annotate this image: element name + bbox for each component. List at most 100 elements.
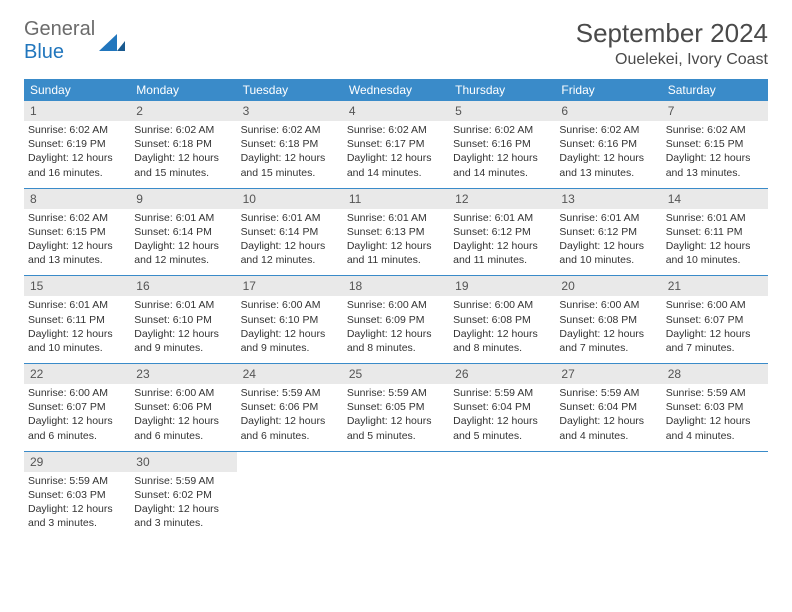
day-cell: 18Sunrise: 6:00 AMSunset: 6:09 PMDayligh… <box>343 276 449 363</box>
day-info: Sunrise: 6:02 AMSunset: 6:17 PMDaylight:… <box>343 123 449 180</box>
day-number: 5 <box>449 101 555 121</box>
sunset-line: Sunset: 6:12 PM <box>453 225 551 239</box>
day-number: 13 <box>555 189 661 209</box>
daylight-line: Daylight: 12 hours and 5 minutes. <box>453 414 551 442</box>
sunset-line: Sunset: 6:07 PM <box>666 313 764 327</box>
day-info: Sunrise: 5:59 AMSunset: 6:04 PMDaylight:… <box>449 386 555 443</box>
daylight-line: Daylight: 12 hours and 7 minutes. <box>559 327 657 355</box>
day-number: 11 <box>343 189 449 209</box>
day-number: 27 <box>555 364 661 384</box>
day-info: Sunrise: 6:02 AMSunset: 6:15 PMDaylight:… <box>662 123 768 180</box>
day-number: 19 <box>449 276 555 296</box>
sunset-line: Sunset: 6:10 PM <box>134 313 232 327</box>
day-number: 3 <box>237 101 343 121</box>
day-info: Sunrise: 6:01 AMSunset: 6:12 PMDaylight:… <box>449 211 555 268</box>
day-cell: 10Sunrise: 6:01 AMSunset: 6:14 PMDayligh… <box>237 189 343 276</box>
sunset-line: Sunset: 6:16 PM <box>453 137 551 151</box>
sunrise-line: Sunrise: 6:00 AM <box>559 298 657 312</box>
sunrise-line: Sunrise: 6:01 AM <box>666 211 764 225</box>
day-cell: 24Sunrise: 5:59 AMSunset: 6:06 PMDayligh… <box>237 364 343 451</box>
day-number: 12 <box>449 189 555 209</box>
day-cell: 17Sunrise: 6:00 AMSunset: 6:10 PMDayligh… <box>237 276 343 363</box>
sunrise-line: Sunrise: 6:00 AM <box>134 386 232 400</box>
daylight-line: Daylight: 12 hours and 13 minutes. <box>559 151 657 179</box>
day-number: 24 <box>237 364 343 384</box>
col-header: Thursday <box>449 79 555 101</box>
sunrise-line: Sunrise: 6:01 AM <box>134 298 232 312</box>
day-info: Sunrise: 6:01 AMSunset: 6:13 PMDaylight:… <box>343 211 449 268</box>
day-info: Sunrise: 5:59 AMSunset: 6:02 PMDaylight:… <box>130 474 236 531</box>
day-cell: 20Sunrise: 6:00 AMSunset: 6:08 PMDayligh… <box>555 276 661 363</box>
day-cell: 1Sunrise: 6:02 AMSunset: 6:19 PMDaylight… <box>24 101 130 188</box>
day-number: 16 <box>130 276 236 296</box>
day-cell: 9Sunrise: 6:01 AMSunset: 6:14 PMDaylight… <box>130 189 236 276</box>
sunrise-line: Sunrise: 5:59 AM <box>453 386 551 400</box>
day-info: Sunrise: 5:59 AMSunset: 6:03 PMDaylight:… <box>24 474 130 531</box>
daylight-line: Daylight: 12 hours and 16 minutes. <box>28 151 126 179</box>
day-info: Sunrise: 6:01 AMSunset: 6:11 PMDaylight:… <box>24 298 130 355</box>
day-info: Sunrise: 6:01 AMSunset: 6:12 PMDaylight:… <box>555 211 661 268</box>
day-cell: 26Sunrise: 5:59 AMSunset: 6:04 PMDayligh… <box>449 364 555 451</box>
daylight-line: Daylight: 12 hours and 10 minutes. <box>666 239 764 267</box>
daylight-line: Daylight: 12 hours and 6 minutes. <box>28 414 126 442</box>
sunset-line: Sunset: 6:15 PM <box>666 137 764 151</box>
sunrise-line: Sunrise: 6:01 AM <box>134 211 232 225</box>
day-cell: 29Sunrise: 5:59 AMSunset: 6:03 PMDayligh… <box>24 452 130 539</box>
logo: General Blue <box>24 18 125 64</box>
day-number: 17 <box>237 276 343 296</box>
daylight-line: Daylight: 12 hours and 10 minutes. <box>28 327 126 355</box>
day-info: Sunrise: 6:02 AMSunset: 6:16 PMDaylight:… <box>449 123 555 180</box>
day-info: Sunrise: 6:01 AMSunset: 6:10 PMDaylight:… <box>130 298 236 355</box>
location: Ouelekei, Ivory Coast <box>576 51 768 69</box>
sunset-line: Sunset: 6:04 PM <box>453 400 551 414</box>
daylight-line: Daylight: 12 hours and 8 minutes. <box>347 327 445 355</box>
day-cell: 14Sunrise: 6:01 AMSunset: 6:11 PMDayligh… <box>662 189 768 276</box>
day-cell: 13Sunrise: 6:01 AMSunset: 6:12 PMDayligh… <box>555 189 661 276</box>
daylight-line: Daylight: 12 hours and 12 minutes. <box>134 239 232 267</box>
day-number: 7 <box>662 101 768 121</box>
day-cell: 21Sunrise: 6:00 AMSunset: 6:07 PMDayligh… <box>662 276 768 363</box>
day-number: 30 <box>130 452 236 472</box>
sunrise-line: Sunrise: 6:01 AM <box>559 211 657 225</box>
sunset-line: Sunset: 6:06 PM <box>134 400 232 414</box>
day-number: 1 <box>24 101 130 121</box>
sunrise-line: Sunrise: 6:00 AM <box>347 298 445 312</box>
sunrise-line: Sunrise: 6:01 AM <box>28 298 126 312</box>
sunrise-line: Sunrise: 5:59 AM <box>666 386 764 400</box>
day-number: 14 <box>662 189 768 209</box>
daylight-line: Daylight: 12 hours and 9 minutes. <box>241 327 339 355</box>
sunrise-line: Sunrise: 6:02 AM <box>28 123 126 137</box>
day-cell: 16Sunrise: 6:01 AMSunset: 6:10 PMDayligh… <box>130 276 236 363</box>
sunset-line: Sunset: 6:08 PM <box>453 313 551 327</box>
daylight-line: Daylight: 12 hours and 4 minutes. <box>666 414 764 442</box>
day-number: 23 <box>130 364 236 384</box>
sunrise-line: Sunrise: 6:02 AM <box>241 123 339 137</box>
logo-word1: General <box>24 18 95 40</box>
day-number: 28 <box>662 364 768 384</box>
day-cell: 27Sunrise: 5:59 AMSunset: 6:04 PMDayligh… <box>555 364 661 451</box>
col-header: Tuesday <box>237 79 343 101</box>
day-number: 22 <box>24 364 130 384</box>
sunset-line: Sunset: 6:15 PM <box>28 225 126 239</box>
day-info: Sunrise: 6:02 AMSunset: 6:18 PMDaylight:… <box>237 123 343 180</box>
sunrise-line: Sunrise: 6:01 AM <box>241 211 339 225</box>
sunrise-line: Sunrise: 5:59 AM <box>241 386 339 400</box>
sunset-line: Sunset: 6:14 PM <box>134 225 232 239</box>
daylight-line: Daylight: 12 hours and 14 minutes. <box>453 151 551 179</box>
day-cell: 8Sunrise: 6:02 AMSunset: 6:15 PMDaylight… <box>24 189 130 276</box>
sunset-line: Sunset: 6:03 PM <box>666 400 764 414</box>
daylight-line: Daylight: 12 hours and 7 minutes. <box>666 327 764 355</box>
logo-triangle-icon <box>99 31 125 51</box>
day-number: 25 <box>343 364 449 384</box>
daylight-line: Daylight: 12 hours and 11 minutes. <box>347 239 445 267</box>
sunset-line: Sunset: 6:05 PM <box>347 400 445 414</box>
day-number: 15 <box>24 276 130 296</box>
day-cell: 19Sunrise: 6:00 AMSunset: 6:08 PMDayligh… <box>449 276 555 363</box>
sunrise-line: Sunrise: 6:02 AM <box>347 123 445 137</box>
day-cell: 11Sunrise: 6:01 AMSunset: 6:13 PMDayligh… <box>343 189 449 276</box>
day-number: 4 <box>343 101 449 121</box>
sunrise-line: Sunrise: 5:59 AM <box>28 474 126 488</box>
day-cell: 23Sunrise: 6:00 AMSunset: 6:06 PMDayligh… <box>130 364 236 451</box>
sunset-line: Sunset: 6:11 PM <box>28 313 126 327</box>
day-info: Sunrise: 5:59 AMSunset: 6:06 PMDaylight:… <box>237 386 343 443</box>
